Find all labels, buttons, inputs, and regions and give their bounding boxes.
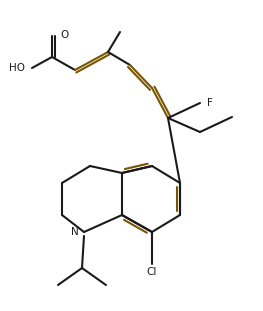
Text: Cl: Cl	[147, 267, 157, 277]
Text: HO: HO	[9, 63, 25, 73]
Text: N: N	[71, 227, 79, 237]
Text: F: F	[207, 98, 213, 108]
Text: O: O	[60, 30, 68, 40]
